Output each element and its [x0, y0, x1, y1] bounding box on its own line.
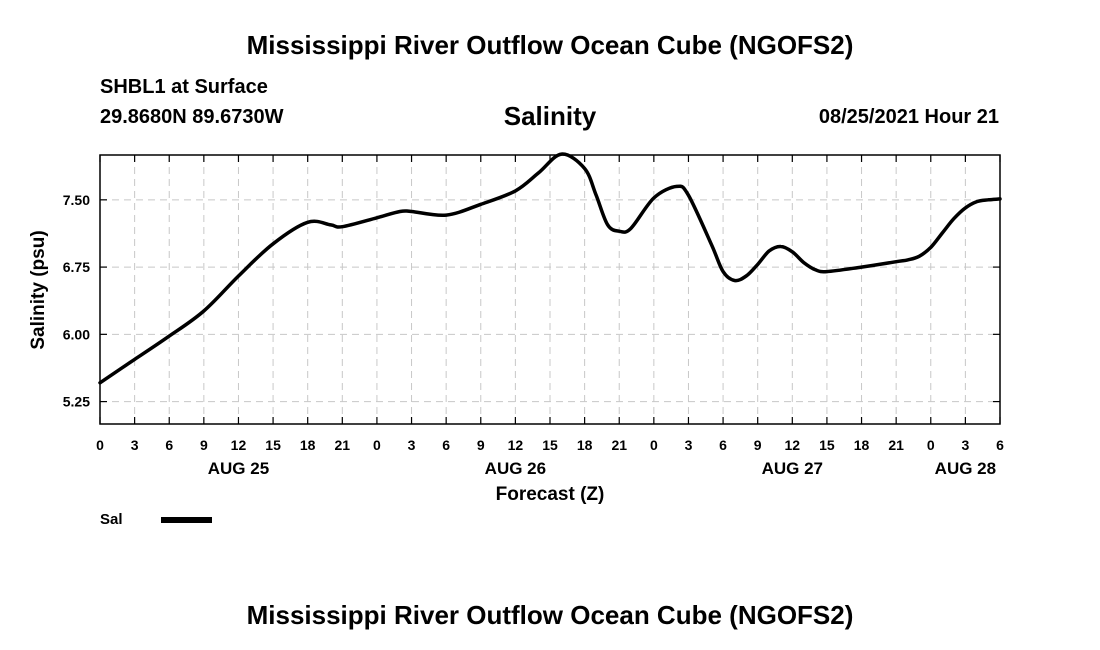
- x-tick-label: 6: [442, 437, 450, 453]
- y-axis: 5.25 6.00 6.75 7.50: [63, 192, 1000, 410]
- day-label: AUG 26: [485, 459, 546, 478]
- x-axis-label: Forecast (Z): [496, 484, 605, 505]
- x-tick-label: 15: [265, 437, 281, 453]
- x-tick-label: 6: [996, 437, 1004, 453]
- day-label: AUG 25: [208, 459, 269, 478]
- x-tick-label: 15: [542, 437, 558, 453]
- x-tick-label: 15: [819, 437, 835, 453]
- x-tick-label: 21: [335, 437, 351, 453]
- figure-title-footer: Mississippi River Outflow Ocean Cube (NG…: [246, 600, 854, 630]
- series-line-sal: [98, 152, 1002, 385]
- chart-title: Salinity: [503, 101, 597, 131]
- x-tick-label: 9: [200, 437, 208, 453]
- station-label: SHBL1 at Surface: [100, 76, 268, 98]
- x-tick-label: 0: [650, 437, 658, 453]
- y-axis-label: Salinity (psu): [28, 230, 49, 349]
- y-tick-label: 6.75: [63, 259, 90, 275]
- y-tick-label: 6.00: [63, 326, 90, 342]
- day-label: AUG 27: [762, 459, 823, 478]
- x-tick-label: 9: [477, 437, 485, 453]
- x-axis: 0 3 6 9 12 15 18 21 0 3 6 9 12 15 18 21 0 3 6 9 12 15 18 21 0 3 6A…: [96, 155, 1004, 478]
- x-tick-label: 0: [96, 437, 104, 453]
- x-tick-label: 12: [231, 437, 247, 453]
- x-tick-label: 12: [785, 437, 801, 453]
- x-tick-label: 3: [685, 437, 693, 453]
- x-tick-label: 3: [131, 437, 139, 453]
- x-tick-label: 18: [854, 437, 870, 453]
- x-tick-label: 9: [754, 437, 762, 453]
- figure-title: Mississippi River Outflow Ocean Cube (NG…: [246, 30, 854, 60]
- x-tick-label: 18: [577, 437, 593, 453]
- forecast-datetime: 08/25/2021 Hour 21: [818, 106, 999, 128]
- day-label: AUG 28: [935, 459, 996, 478]
- y-tick-label: 5.25: [63, 394, 90, 410]
- y-tick-label: 7.50: [63, 192, 90, 208]
- x-tick-label: 21: [888, 437, 904, 453]
- legend-label: Sal: [100, 511, 123, 528]
- x-tick-label: 3: [961, 437, 969, 453]
- plot-frame: [99, 154, 1001, 425]
- x-tick-label: 0: [927, 437, 935, 453]
- grid-lines: [100, 155, 1000, 424]
- x-tick-label: 12: [508, 437, 524, 453]
- station-coordinates: 29.8680N 89.6730W: [100, 106, 284, 128]
- x-tick-label: 6: [719, 437, 727, 453]
- x-tick-label: 0: [373, 437, 381, 453]
- x-tick-label: 3: [408, 437, 416, 453]
- x-tick-label: 6: [165, 437, 173, 453]
- x-tick-label: 21: [611, 437, 627, 453]
- x-tick-label: 18: [300, 437, 316, 453]
